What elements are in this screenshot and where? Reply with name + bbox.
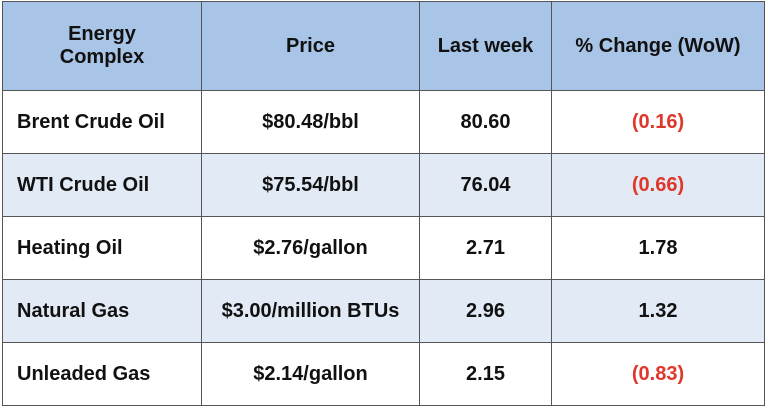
energy-table: Energy Complex Price Last week % Change (Wo… xyxy=(2,1,765,406)
header-text: Energy Complex xyxy=(59,23,145,68)
cell: 1.78 xyxy=(551,216,765,280)
cell: 76.04 xyxy=(419,153,552,217)
cell: (0.83) xyxy=(551,342,765,406)
cell: $2.76/gallon xyxy=(201,216,420,280)
cell: 2.71 xyxy=(419,216,552,280)
header-text: % Change (WoW) xyxy=(575,34,741,57)
cell: 2.15 xyxy=(419,342,552,406)
header-row: Energy Complex Price Last week % Change (Wo… xyxy=(2,1,765,91)
cell: 80.60 xyxy=(419,90,552,154)
cell: 1.32 xyxy=(551,279,765,343)
cell: 2.96 xyxy=(419,279,552,343)
row-label: WTI Crude Oil xyxy=(2,153,202,217)
table-row: Heating Oil $2.76/gallon 2.71 1.78 xyxy=(2,216,765,280)
table-row: Unleaded Gas $2.14/gallon 2.15 (0.83) xyxy=(2,342,765,406)
row-label: Unleaded Gas xyxy=(2,342,202,406)
header-cell: Energy Complex xyxy=(2,1,202,91)
cell: $75.54/bbl xyxy=(201,153,420,217)
header-cell: Price xyxy=(201,1,420,91)
header-text: Last week xyxy=(437,34,534,57)
cell: $80.48/bbl xyxy=(201,90,420,154)
header-cell: % Change (WoW) xyxy=(551,1,765,91)
cell: $2.14/gallon xyxy=(201,342,420,406)
cell: (0.16) xyxy=(551,90,765,154)
header-text: Price xyxy=(286,34,335,57)
table-row: Natural Gas $3.00/million BTUs 2.96 1.32 xyxy=(2,279,765,343)
row-label: Brent Crude Oil xyxy=(2,90,202,154)
table-row: WTI Crude Oil $75.54/bbl 76.04 (0.66) xyxy=(2,153,765,217)
row-label: Natural Gas xyxy=(2,279,202,343)
table-row: Brent Crude Oil $80.48/bbl 80.60 (0.16) xyxy=(2,90,765,154)
row-label: Heating Oil xyxy=(2,216,202,280)
header-cell: Last week xyxy=(419,1,552,91)
cell: $3.00/million BTUs xyxy=(201,279,420,343)
cell: (0.66) xyxy=(551,153,765,217)
